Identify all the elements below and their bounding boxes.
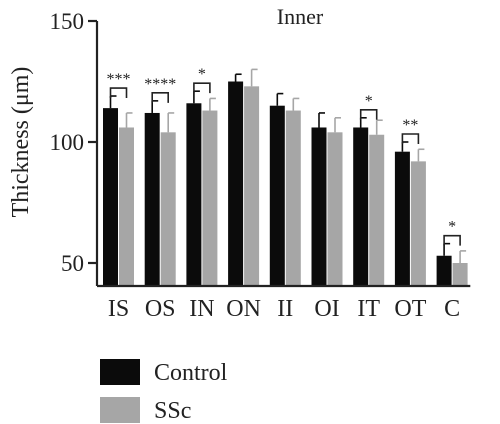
y-tick-label: 100 (50, 130, 85, 155)
bar-ssc-ii (285, 110, 301, 286)
significance-label: * (365, 93, 373, 110)
bar-control-ot (394, 151, 410, 286)
bar-control-it (353, 127, 369, 286)
significance-bracket (401, 133, 420, 144)
significance-bracket (193, 82, 211, 94)
x-tick-label: IN (189, 296, 214, 322)
bar-ssc-os (160, 132, 176, 286)
legend-swatch-ssc (100, 397, 140, 423)
x-tick-label: IS (108, 296, 129, 322)
x-tick-label: OI (314, 296, 339, 322)
bar-control-os (144, 112, 160, 287)
significance-label: ** (402, 117, 418, 134)
significance-label: *** (107, 71, 131, 88)
x-tick-label: ON (226, 296, 261, 322)
significance-label: **** (144, 76, 176, 93)
bar-control-in (186, 103, 202, 286)
bar-ssc-ot (410, 161, 426, 286)
significance-bracket (359, 109, 378, 120)
significance-bracket (109, 87, 128, 99)
bar-control-oi (311, 127, 327, 286)
significance-label: * (198, 66, 206, 83)
x-tick-label: C (444, 296, 460, 322)
y-tick-label: 150 (50, 9, 85, 34)
bar-ssc-c (452, 263, 468, 286)
legend-swatch-control (100, 359, 140, 385)
legend: Control SSc (100, 359, 228, 424)
x-tick-label: OS (145, 296, 176, 322)
legend-label-ssc: SSc (154, 398, 191, 424)
bar-ssc-oi (327, 132, 343, 286)
significance-label: * (448, 219, 456, 236)
bar-ssc-is (119, 127, 134, 286)
y-axis-label: Thickness (μm) (8, 67, 34, 218)
bar-control-is (103, 108, 118, 287)
bar-control-c (436, 255, 452, 286)
chart-title: Inner (277, 4, 324, 29)
bar-ssc-it (369, 134, 385, 286)
x-tick-label: IT (357, 296, 380, 322)
bar-ssc-on (244, 86, 260, 286)
legend-label-control: Control (154, 360, 228, 386)
significance-bracket (443, 234, 461, 246)
significance-bracket (151, 92, 169, 103)
bar-control-ii (269, 105, 285, 286)
x-tick-label: II (277, 296, 293, 322)
y-tick-label: 50 (61, 251, 84, 276)
bar-control-on (228, 81, 244, 286)
x-tick-label: OT (394, 296, 426, 322)
bar-ssc-in (202, 110, 218, 286)
